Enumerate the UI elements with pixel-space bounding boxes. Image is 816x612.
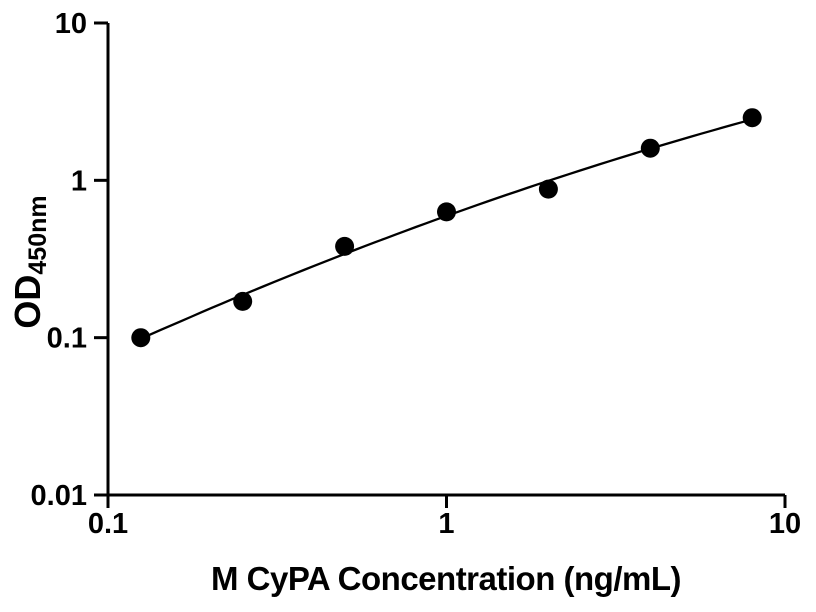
y-axis-title-main: OD xyxy=(7,274,48,329)
x-axis-title: M CyPA Concentration (ng/mL) xyxy=(211,560,681,597)
data-point xyxy=(335,236,355,256)
axis-spines xyxy=(106,23,785,497)
y-axis-title: OD450nm xyxy=(7,195,53,328)
data-point xyxy=(131,328,151,348)
y-tick-label: 1 xyxy=(71,165,87,197)
y-tick-label: 0.1 xyxy=(47,323,87,355)
y-tick-label: 0.01 xyxy=(31,480,87,512)
data-point xyxy=(233,291,253,311)
y-axis-title-subscript: 450nm xyxy=(24,195,52,275)
data-point xyxy=(437,202,456,222)
x-tick-label: 10 xyxy=(769,508,801,540)
y-tick-label: 10 xyxy=(55,8,87,40)
data-point xyxy=(538,179,558,199)
x-tick-label: 0.1 xyxy=(88,508,128,540)
trend-line xyxy=(140,118,753,340)
data-point xyxy=(742,108,762,128)
data-point xyxy=(640,138,660,158)
x-tick-label: 1 xyxy=(438,508,454,540)
